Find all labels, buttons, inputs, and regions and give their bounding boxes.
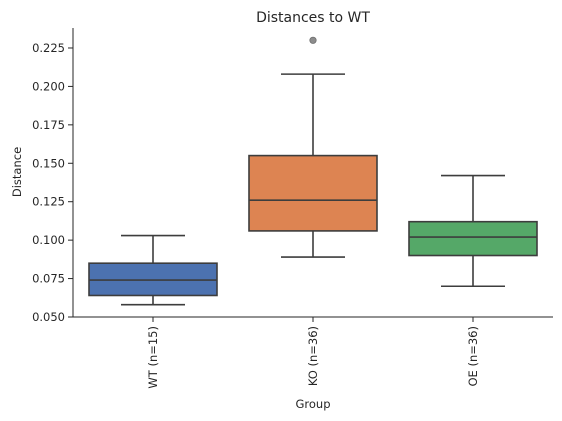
x-axis-label: Group [295, 397, 330, 411]
y-tick-label: 0.050 [32, 310, 65, 324]
y-tick-label: 0.075 [32, 272, 65, 286]
y-tick-label: 0.100 [32, 233, 65, 247]
x-tick-label: KO (n=36) [306, 326, 320, 386]
y-tick-label: 0.225 [32, 41, 65, 55]
y-tick-label: 0.200 [32, 79, 65, 93]
plot-area: 0.050 0.075 0.100 0.125 0.150 0.175 0.200 0.225… [32, 36, 538, 389]
chart-title: Distances to WT [256, 10, 370, 26]
x-tick-label: WT (n=15) [146, 326, 160, 389]
y-axis-label: Distance [10, 147, 24, 197]
box-iqr [248, 154, 378, 232]
y-tick-label: 0.175 [32, 118, 65, 132]
outlier-point [309, 36, 317, 44]
y-tick-label: 0.125 [32, 195, 65, 209]
x-tick-label: OE (n=36) [466, 326, 480, 387]
y-tick-label: 0.150 [32, 156, 65, 170]
box-iqr [408, 220, 538, 257]
